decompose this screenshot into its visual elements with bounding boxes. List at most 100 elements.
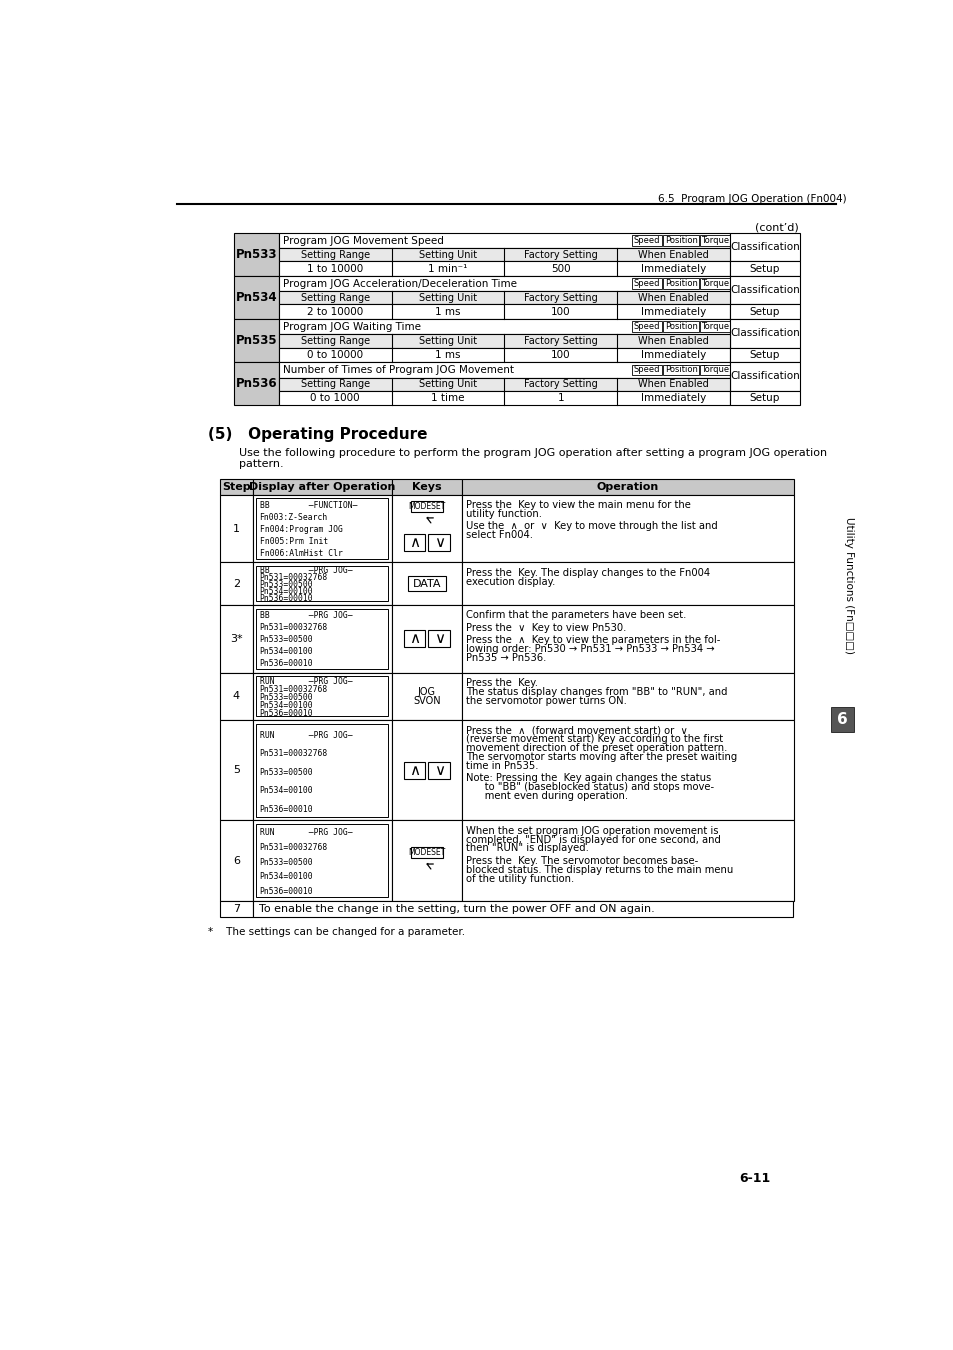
Bar bbox=[392, 721, 461, 821]
Text: RUN       –PRG JOG–: RUN –PRG JOG– bbox=[259, 730, 352, 740]
Text: Pn533=00500: Pn533=00500 bbox=[259, 636, 313, 644]
Bar bbox=[632, 278, 661, 289]
Text: Pn536=00010: Pn536=00010 bbox=[259, 594, 313, 602]
Text: Classification: Classification bbox=[729, 285, 799, 296]
Bar bbox=[729, 390, 799, 405]
Bar bbox=[256, 566, 388, 601]
Text: Keys: Keys bbox=[412, 482, 441, 491]
Text: of the utility function.: of the utility function. bbox=[466, 873, 574, 883]
Bar bbox=[392, 563, 461, 605]
Bar bbox=[253, 563, 392, 605]
Bar bbox=[220, 902, 253, 917]
Text: Confirm that the parameters have been set.: Confirm that the parameters have been se… bbox=[466, 610, 686, 620]
Bar bbox=[461, 563, 793, 605]
Text: Setting Range: Setting Range bbox=[300, 336, 370, 346]
Text: BB        –PRG JOG–: BB –PRG JOG– bbox=[259, 612, 352, 620]
Text: Setting Unit: Setting Unit bbox=[418, 336, 476, 346]
Bar bbox=[403, 533, 425, 551]
Text: Position: Position bbox=[664, 236, 697, 246]
Text: Pn536: Pn536 bbox=[235, 377, 277, 390]
Text: blocked status. The display returns to the main menu: blocked status. The display returns to t… bbox=[466, 865, 733, 875]
Bar bbox=[403, 630, 425, 647]
Bar bbox=[278, 390, 729, 405]
Bar bbox=[392, 605, 461, 672]
Text: (cont’d): (cont’d) bbox=[754, 221, 798, 232]
Bar bbox=[392, 479, 461, 494]
Text: Position: Position bbox=[664, 279, 697, 288]
Text: Pn533=00500: Pn533=00500 bbox=[259, 768, 313, 776]
Text: 0 to 1000: 0 to 1000 bbox=[310, 393, 359, 404]
Bar bbox=[278, 248, 729, 262]
Text: Classification: Classification bbox=[729, 371, 799, 382]
Text: Classification: Classification bbox=[729, 242, 799, 252]
Bar bbox=[233, 275, 278, 319]
Text: ∨: ∨ bbox=[434, 535, 444, 549]
Text: JOG: JOG bbox=[417, 687, 436, 697]
Text: Program JOG Waiting Time: Program JOG Waiting Time bbox=[282, 321, 420, 332]
Text: RUN       –PRG JOG–: RUN –PRG JOG– bbox=[259, 676, 352, 686]
Text: select Fn004.: select Fn004. bbox=[466, 531, 533, 540]
Text: Program JOG Movement Speed: Program JOG Movement Speed bbox=[282, 235, 443, 246]
Text: to "BB" (baseblocked status) and stops move-: to "BB" (baseblocked status) and stops m… bbox=[466, 782, 714, 792]
Text: ∧: ∧ bbox=[409, 632, 419, 647]
Bar bbox=[278, 362, 729, 378]
Bar bbox=[278, 335, 729, 347]
Bar bbox=[278, 262, 729, 275]
Text: the servomotor power turns ON.: the servomotor power turns ON. bbox=[466, 695, 627, 706]
Text: Torque: Torque bbox=[700, 366, 728, 374]
Text: Speed: Speed bbox=[633, 323, 659, 331]
Bar bbox=[632, 364, 661, 375]
Text: execution display.: execution display. bbox=[466, 576, 556, 587]
Bar bbox=[632, 235, 661, 246]
Text: 3*: 3* bbox=[230, 633, 242, 644]
Text: When the set program JOG operation movement is: When the set program JOG operation movem… bbox=[466, 826, 719, 836]
Text: Immediately: Immediately bbox=[640, 393, 705, 404]
Bar bbox=[220, 721, 253, 821]
Text: Factory Setting: Factory Setting bbox=[523, 336, 598, 346]
Text: Setup: Setup bbox=[749, 306, 780, 317]
Bar bbox=[278, 292, 729, 305]
Text: Factory Setting: Factory Setting bbox=[523, 250, 598, 259]
Text: (5)   Operating Procedure: (5) Operating Procedure bbox=[208, 427, 428, 441]
Bar bbox=[729, 232, 799, 262]
Bar bbox=[729, 275, 799, 305]
Bar bbox=[662, 321, 699, 332]
Text: 100: 100 bbox=[551, 350, 570, 360]
Text: Program JOG Acceleration/Deceleration Time: Program JOG Acceleration/Deceleration Ti… bbox=[282, 278, 517, 289]
Bar bbox=[461, 721, 793, 821]
Bar bbox=[632, 321, 661, 332]
Text: ∧: ∧ bbox=[409, 763, 419, 778]
Text: Torque: Torque bbox=[700, 323, 728, 331]
Text: 4: 4 bbox=[233, 691, 239, 702]
Text: Immediately: Immediately bbox=[640, 350, 705, 360]
Bar bbox=[256, 825, 388, 898]
Text: The servomotor starts moving after the preset waiting: The servomotor starts moving after the p… bbox=[466, 752, 737, 763]
Bar bbox=[428, 761, 450, 779]
Text: Setup: Setup bbox=[749, 263, 780, 274]
Text: Step: Step bbox=[222, 482, 251, 491]
Bar bbox=[729, 319, 799, 347]
Bar bbox=[662, 235, 699, 246]
Bar bbox=[729, 362, 799, 390]
Text: Fn004:Program JOG: Fn004:Program JOG bbox=[259, 525, 342, 535]
Text: Torque: Torque bbox=[700, 279, 728, 288]
Bar bbox=[253, 605, 392, 672]
Text: When Enabled: When Enabled bbox=[638, 336, 708, 346]
Text: 0 to 10000: 0 to 10000 bbox=[307, 350, 363, 360]
Text: Pn533=00500: Pn533=00500 bbox=[259, 693, 313, 702]
Bar bbox=[403, 761, 425, 779]
Text: 1 ms: 1 ms bbox=[435, 350, 460, 360]
Text: Setting Unit: Setting Unit bbox=[418, 379, 476, 389]
Text: Pn531=00032768: Pn531=00032768 bbox=[259, 572, 328, 582]
Text: Fn005:Prm Init: Fn005:Prm Init bbox=[259, 537, 328, 547]
Text: Press the  ∧  (forward movement start) or  ∨: Press the ∧ (forward movement start) or … bbox=[466, 726, 688, 736]
Text: MODESET: MODESET bbox=[408, 848, 445, 857]
Bar bbox=[256, 724, 388, 817]
Text: Classification: Classification bbox=[729, 328, 799, 339]
Bar bbox=[233, 362, 278, 405]
Text: Position: Position bbox=[664, 323, 697, 331]
Text: Speed: Speed bbox=[633, 366, 659, 374]
Text: ∧: ∧ bbox=[409, 535, 419, 549]
Text: Pn533: Pn533 bbox=[235, 248, 277, 261]
Text: Factory Setting: Factory Setting bbox=[523, 293, 598, 302]
